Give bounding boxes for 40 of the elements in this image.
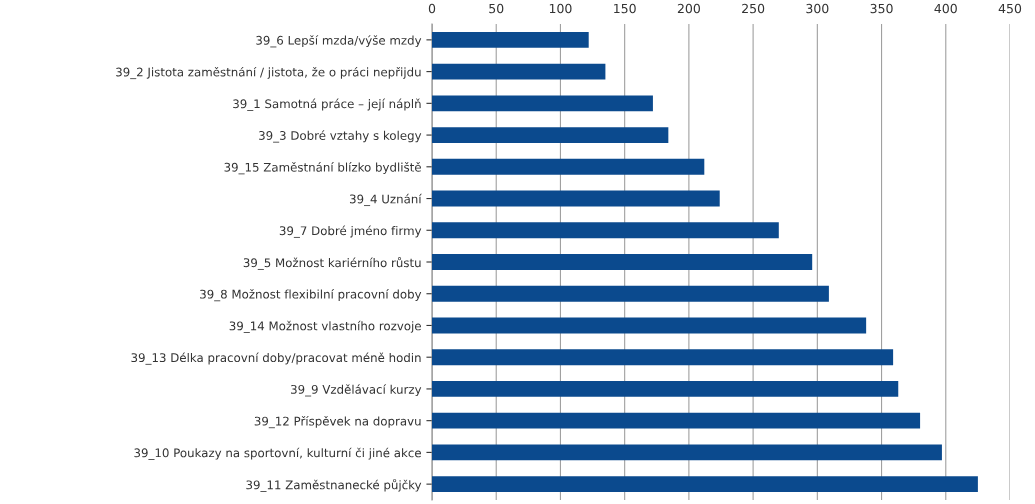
bar — [432, 285, 829, 302]
x-tick-label: 400 — [934, 3, 957, 14]
y-tick-label: 39_8 Možnost flexibilní pracovní doby — [200, 289, 422, 302]
y-tick-label: 39_14 Možnost vlastního rozvoje — [229, 320, 421, 333]
bar — [432, 254, 813, 270]
bar — [432, 190, 720, 207]
bar — [432, 349, 894, 366]
y-tick-label: 39_2 Jistota zaměstnání / jistota, že o práci nepřijdu — [116, 66, 421, 80]
x-tick-label: 50 — [489, 3, 504, 14]
bar — [432, 63, 606, 80]
y-tick-label: 39_5 Možnost kariérního růstu — [243, 256, 421, 270]
y-tick-label: 39_4 Uznání — [349, 193, 422, 207]
x-tick-label: 200 — [677, 3, 700, 14]
x-tick-label: 100 — [549, 3, 572, 14]
y-tick-label: 39_15 Zaměstnání blízko bydliště — [224, 162, 421, 175]
y-tick-label: 39_12 Příspěvek na dopravu — [254, 415, 421, 429]
x-tick-label: 250 — [742, 3, 765, 14]
bar — [432, 158, 705, 175]
x-tick-label: 300 — [806, 3, 829, 14]
y-tick-label: 39_7 Dobré jméno firmy — [279, 225, 422, 238]
x-tick-label: 450 — [998, 3, 1022, 14]
bar — [432, 95, 653, 112]
x-tick-label: 0 — [428, 3, 436, 14]
bar — [432, 444, 942, 461]
bar — [432, 222, 779, 239]
x-tick-label: 150 — [614, 3, 636, 14]
y-tick-label: 39_6 Lepší mzda/výše mzdy — [256, 35, 422, 48]
bar — [432, 381, 899, 397]
bar — [432, 31, 589, 48]
y-tick-label: 39_3 Dobré vztahy s kolegy — [259, 130, 422, 143]
y-tick-label: 39_11 Zaměstnanecké půjčky — [246, 479, 422, 492]
y-tick-label: 39_10 Poukazy na sportovní, kulturní či jiné akce — [134, 447, 421, 460]
y-tick-label: 39_13 Délka pracovní doby/pracovat méně hodin — [131, 352, 421, 365]
x-tick-label: 350 — [870, 3, 893, 14]
y-tick-label: 39_9 Vzdělávací kurzy — [291, 384, 422, 397]
bar — [432, 317, 867, 334]
bar — [432, 412, 921, 429]
bar — [432, 127, 669, 143]
bar — [432, 476, 978, 493]
y-tick-label: 39_1 Samotná práce – její náplň — [233, 98, 421, 111]
